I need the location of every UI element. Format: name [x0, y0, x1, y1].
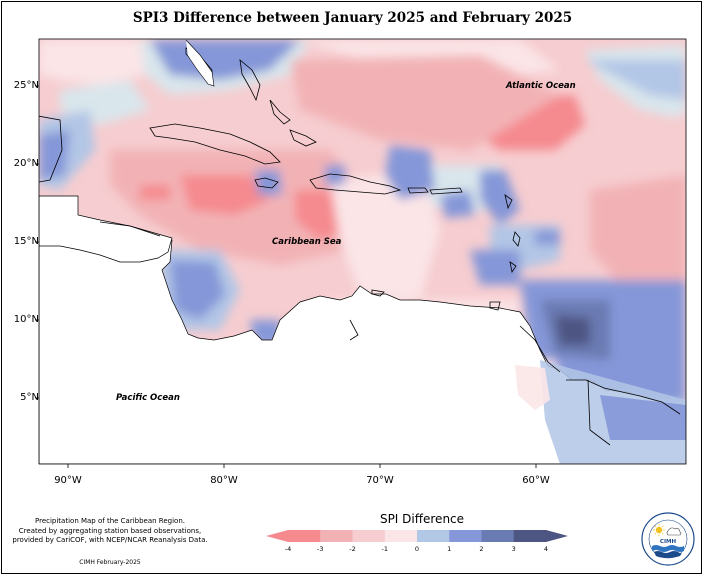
legend-tick-label: -3	[317, 545, 324, 553]
florida-outline	[185, 39, 215, 87]
logo-text: CIMH	[660, 539, 677, 545]
legend-tick-label: -4	[284, 545, 292, 553]
map-credit: Precipitation Map of the Caribbean Regio…	[10, 517, 210, 546]
legend-swatch	[384, 530, 418, 542]
credit-stamp: CIMH February-2025	[79, 559, 141, 566]
legend-swatch	[481, 530, 515, 542]
legend-tick-label: 4	[543, 545, 549, 553]
lat-label-20n: 20°N	[13, 158, 39, 169]
lat-label-15n: 15°N	[13, 236, 39, 247]
legend-arrow-low	[266, 530, 288, 542]
lon-label-80w: 80°W	[210, 475, 238, 486]
legend-tick-label: 1	[447, 545, 452, 553]
axis-ticks	[35, 85, 537, 468]
lon-label-90w: 90°W	[54, 475, 82, 486]
lat-label-25n: 25°N	[13, 80, 39, 91]
island-outlines	[39, 47, 681, 446]
legend-swatch	[320, 530, 353, 542]
credit-line-2: Created by aggregating station based obs…	[18, 526, 202, 535]
credit-line-1: Precipitation Map of the Caribbean Regio…	[35, 517, 185, 525]
label-atlantic-ocean: Atlantic Ocean	[506, 81, 576, 91]
legend-tick-label: 0	[414, 545, 420, 553]
color-legend	[266, 530, 568, 542]
lat-label-10n: 10°N	[13, 314, 39, 325]
legend-tick-label: 3	[511, 545, 516, 553]
lon-label-60w: 60°W	[522, 475, 550, 486]
legend-swatch	[449, 530, 482, 542]
map-border	[38, 38, 687, 465]
legend-tick-label: 2	[479, 545, 484, 553]
legend-arrow-high	[546, 530, 568, 542]
lon-label-70w: 70°W	[366, 475, 394, 486]
legend-swatch	[288, 530, 321, 542]
label-pacific-ocean: Pacific Ocean	[116, 393, 180, 403]
legend-tick-label: -2	[349, 545, 356, 553]
spi-contour-field	[39, 40, 686, 464]
map-title: SPI3 Difference between January 2025 and…	[132, 10, 573, 26]
legend-swatch	[417, 530, 450, 542]
legend-title: SPI Difference	[379, 512, 465, 526]
lat-label-5n: 5°N	[20, 392, 39, 403]
cimh-logo: CIMH	[641, 512, 695, 566]
credit-line-3: provided by CariCOF, with NCEP/NCAR Rean…	[12, 536, 208, 544]
central-america-land	[39, 195, 173, 263]
label-caribbean-sea: Caribbean Sea	[272, 237, 342, 247]
legend-swatch	[513, 530, 547, 542]
legend-swatch	[352, 530, 386, 542]
legend-tick-label: -1	[381, 545, 388, 553]
